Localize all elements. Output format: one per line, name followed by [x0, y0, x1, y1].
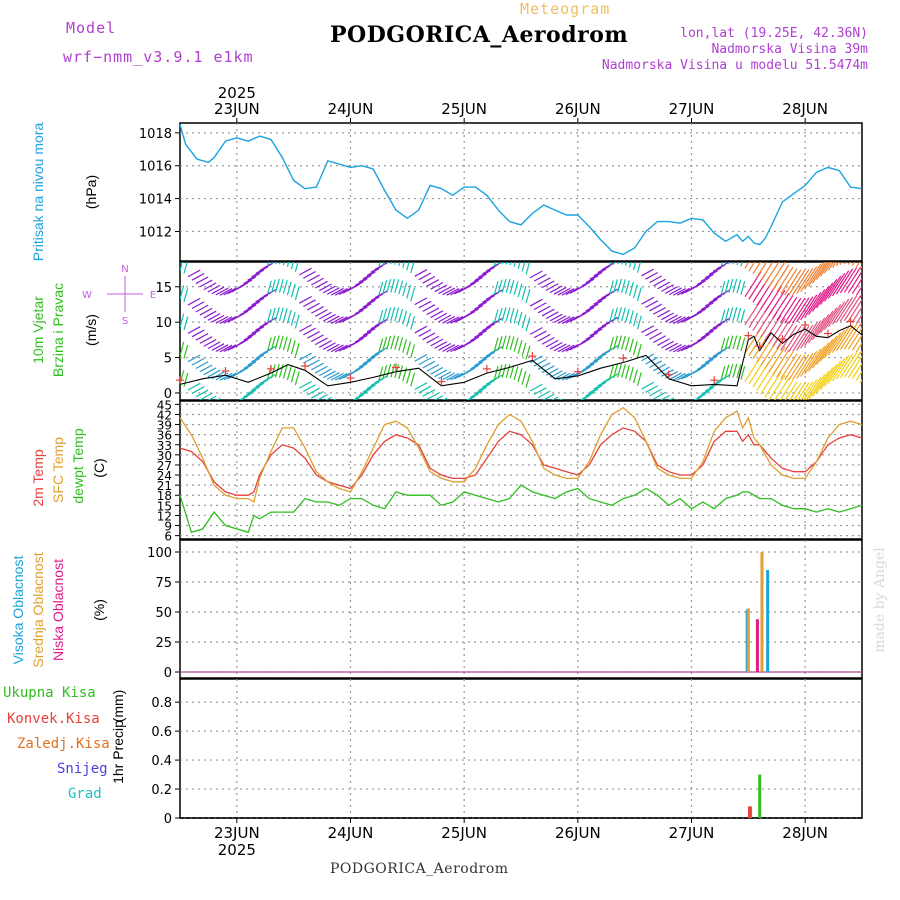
- y-tick-label: 18: [157, 489, 172, 503]
- y-tick-label: 24: [157, 469, 172, 483]
- x-tick-label-top: 24JUN: [328, 100, 374, 118]
- cloud-mid-bar: [746, 608, 750, 672]
- compass-east: E: [150, 290, 156, 301]
- bottom-station-title: PODGORICA_Aerodrom: [330, 861, 509, 877]
- x-tick-label-top: 26JUN: [555, 100, 601, 118]
- y-tick-label: 10: [155, 316, 172, 331]
- y-tick-label: 9: [164, 520, 172, 534]
- y-tick-label: 75: [155, 576, 172, 591]
- x-tick-label-bottom: 26JUN: [555, 824, 601, 842]
- compass-west: W: [82, 290, 92, 301]
- x-tick-label-bottom: 28JUN: [782, 824, 828, 842]
- legend-freezing-rain: Zaledj.Kisa: [17, 736, 110, 752]
- y-tick-label: 0: [164, 666, 172, 681]
- cloud-mid-bar: [760, 552, 764, 672]
- y-tick-label: 5: [164, 352, 172, 367]
- y-tick-label: 30: [157, 449, 172, 463]
- y-tick-label: 1018: [139, 127, 172, 142]
- model-elevation-label: Nadmorska Visina u modelu 51.5474m: [601, 58, 868, 73]
- model-name: wrf−nmm_v3.9.1 e1km: [63, 48, 254, 66]
- y-tick-label: 36: [157, 429, 172, 443]
- wind-speed-line: [179, 325, 863, 387]
- compass-north: N: [121, 264, 128, 275]
- panel-frame-wind: [179, 261, 863, 401]
- model-label: Model: [66, 19, 117, 37]
- x-tick-label-top: 27JUN: [669, 100, 715, 118]
- x-tick-label-top: 23JUN: [214, 100, 260, 118]
- panel-frame-temp: [179, 400, 863, 540]
- panel-frame-precip: [179, 678, 863, 819]
- y-tick-label: 15: [155, 281, 172, 296]
- lonlat-label: lon,lat (19.25E, 42.36N): [680, 26, 868, 41]
- legend-total-rain: Ukupna Kisa: [3, 685, 96, 701]
- y-tick-label: 0.4: [151, 754, 172, 769]
- y-tick-label: 33: [157, 439, 172, 453]
- x-tick-label-bottom: 25JUN: [441, 824, 487, 842]
- y-tick-label: 25: [155, 636, 172, 651]
- legend-convective-rain: Konvek.Kisa: [7, 711, 100, 727]
- legend-hail: Grad: [68, 786, 102, 802]
- y-tick-label: 39: [157, 419, 172, 433]
- precip-total-bar: [758, 774, 762, 818]
- y-tick-label: 12: [157, 509, 172, 523]
- elevation-label: Nadmorska Visina 39m: [711, 42, 868, 57]
- y-tick-label: 0.8: [151, 696, 172, 711]
- y-tick-label: 1016: [139, 160, 172, 175]
- temp-2m-line: [179, 427, 863, 496]
- y-tick-label: 6: [164, 530, 172, 544]
- y-tick-label: 50: [155, 606, 172, 621]
- precip-convective-bar: [747, 806, 751, 818]
- year-label-bottom: 2025: [218, 841, 256, 859]
- y-tick-label: 0.6: [151, 725, 172, 740]
- x-tick-label-bottom: 24JUN: [328, 824, 374, 842]
- x-tick-label-top: 28JUN: [782, 100, 828, 118]
- panel-frame-pressure: [179, 122, 863, 262]
- y-tick-label: 1012: [139, 225, 172, 240]
- x-tick-label-top: 25JUN: [441, 100, 487, 118]
- y-tick-label: 42: [157, 408, 172, 422]
- station-title: PODGORICA_Aerodrom: [330, 22, 629, 48]
- legend-snow: Snijeg: [57, 761, 108, 777]
- x-tick-label-bottom: 23JUN: [214, 824, 260, 842]
- y-tick-label: 27: [157, 459, 172, 473]
- temp-sfc-line: [179, 406, 863, 504]
- pressure-series-line: [179, 124, 863, 256]
- y-tick-label: 0: [164, 812, 172, 827]
- dewpt-line: [179, 484, 863, 534]
- wind-arrow-field: [180, 262, 862, 400]
- meteogram-label: Meteogram: [520, 0, 611, 18]
- y-tick-label: 45: [157, 398, 172, 412]
- year-label-top: 2025: [218, 84, 256, 102]
- y-tick-label: 0: [164, 387, 172, 402]
- y-tick-label: 21: [157, 479, 172, 493]
- x-tick-label-bottom: 27JUN: [669, 824, 715, 842]
- y-tick-label: 100: [147, 546, 172, 561]
- y-tick-label: 0.2: [151, 783, 172, 798]
- cloud-low-bar: [755, 619, 759, 672]
- y-tick-label: 15: [157, 499, 172, 513]
- compass-south: S: [122, 316, 128, 327]
- y-tick-label: 1014: [139, 193, 172, 208]
- panel-frame-cloud: [179, 539, 863, 679]
- cloud-high-bar: [766, 570, 770, 672]
